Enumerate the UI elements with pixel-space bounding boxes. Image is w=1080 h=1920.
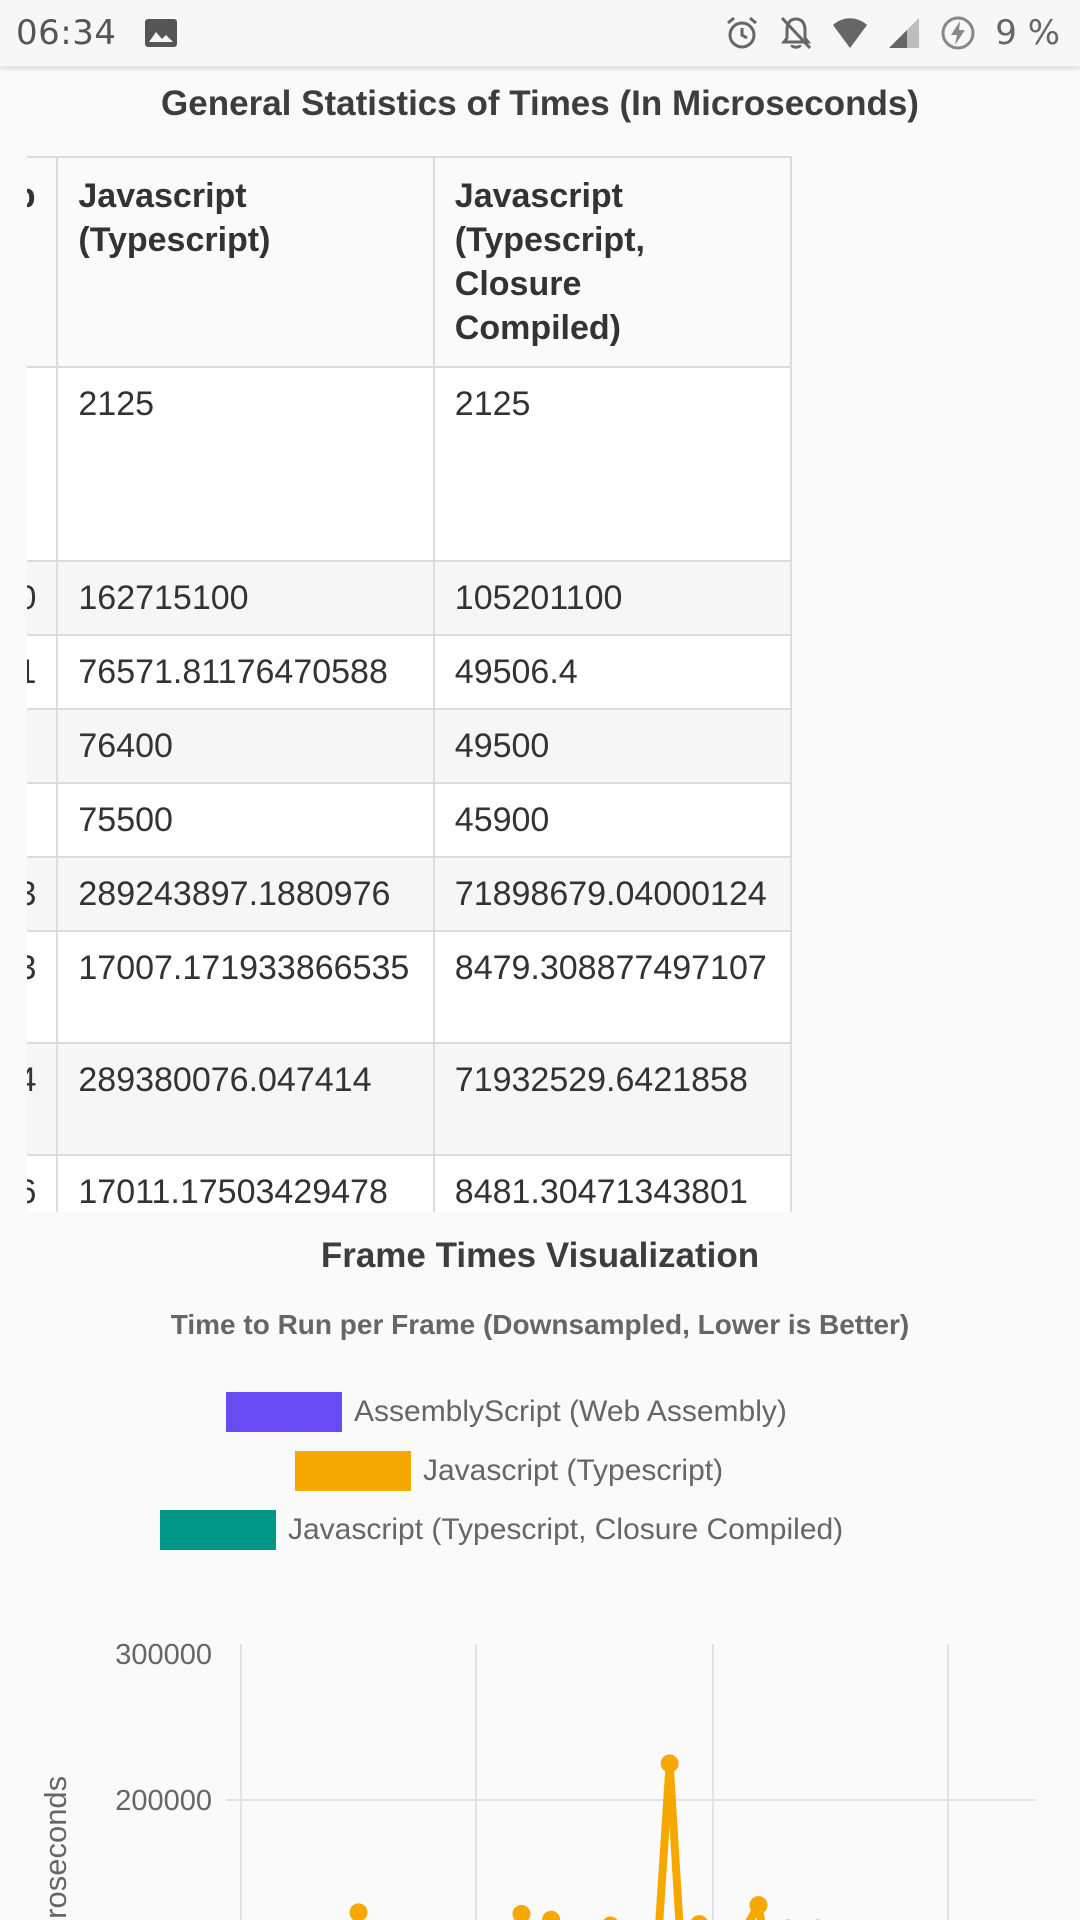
chart-title: Time to Run per Frame (Downsampled, Lowe…: [170, 1309, 910, 1340]
table-cell: 17011.17503429478: [56, 1154, 435, 1212]
table-cell: [27, 708, 59, 784]
chart-series-line: [352, 1759, 765, 1920]
table-cell: [27, 366, 59, 562]
table-row: 5764970823 17007.171933866535 8479.30887…: [27, 930, 793, 1044]
table-header-row: Script (Web ) Javascript (Typescript) Ja…: [27, 156, 793, 368]
chart-data-point: [603, 1916, 618, 1920]
table-cell: 49500: [432, 708, 793, 784]
table-row: 75500 45900: [27, 782, 793, 858]
stats-table-scroll[interactable]: Script (Web ) Javascript (Typescript) Ja…: [27, 156, 1052, 1212]
status-bar: 06:34 9 %: [0, 0, 1080, 67]
table-row: 2125 2125: [27, 366, 793, 562]
legend-label: AssemblyScript (Web Assembly): [354, 1395, 787, 1428]
notifications-off-icon: [781, 16, 812, 50]
table-cell: 75500: [56, 782, 435, 858]
battery-charging-icon: [941, 16, 975, 50]
legend-label: Javascript (Typescript, Closure Compiled…: [288, 1513, 844, 1546]
chart-ylabel: Time in Microseconds: [38, 1776, 73, 1920]
chart-canvas: 300000200000100000Time in Microseconds: [38, 1639, 1036, 1920]
chart-data-point: [691, 1915, 708, 1920]
table-row: 7371516326 17011.17503429478 8481.304713…: [27, 1154, 793, 1212]
legend-label: Javascript (Typescript): [423, 1454, 724, 1487]
wifi-icon: [833, 18, 868, 48]
table-cell: 71898679.04000124: [432, 856, 793, 932]
table-cell: 105201100: [432, 560, 793, 636]
legend-swatch: [295, 1451, 411, 1491]
table-row: 76400 49500: [27, 708, 793, 784]
image-icon: [145, 19, 178, 47]
table-cell: 8479.308877497107: [432, 930, 793, 1044]
table-row: 0 162715100 105201100: [27, 560, 793, 636]
legend-swatch: [160, 1510, 276, 1550]
table-cell: 289380076.047414: [56, 1042, 435, 1156]
chart-data-point: [512, 1904, 531, 1920]
battery-percent: 9 %: [995, 13, 1060, 53]
chart-data-point: [749, 1896, 768, 1915]
stats-table: Script (Web ) Javascript (Typescript) Ja…: [27, 156, 793, 1212]
status-time: 06:34: [16, 13, 117, 53]
legend-swatch: [226, 1392, 342, 1432]
visualization-title: Frame Times Visualization: [320, 1236, 760, 1275]
table-cell: 2125: [56, 366, 435, 562]
alarm-icon: [727, 16, 758, 49]
table-header-cell: Javascript (Typescript): [56, 156, 435, 368]
table-cell: 17007.171933866535: [56, 930, 435, 1044]
chart-ytick-label: 200000: [115, 1785, 212, 1817]
chart-data-point: [349, 1903, 368, 1920]
legend-item-javascript[interactable]: Javascript (Typescript): [295, 1450, 723, 1492]
frame-times-chart[interactable]: 300000200000100000Time in Microseconds: [0, 1536, 1080, 1920]
table-cell: 5764970823: [27, 930, 59, 1044]
table-cell: 76400: [56, 708, 435, 784]
page-content: General Statistics of Times (In Microsec…: [0, 66, 1080, 1920]
table-cell: 382352941: [27, 634, 59, 710]
table-cell: 49506.4: [432, 634, 793, 710]
table-row: 382352941 76571.81176470588 49506.4: [27, 634, 793, 710]
chart-data-point: [660, 1754, 679, 1773]
table-header-cell: Script (Web ): [27, 156, 59, 368]
table-header-cell: Javascript (Typescript, Closure Compiled…: [432, 156, 793, 368]
table-cell: 3.72770604: [27, 1042, 59, 1156]
table-row: 4.878893 289243897.1880976 71898679.0400…: [27, 856, 793, 932]
table-cell: [27, 782, 59, 858]
table-cell: 162715100: [56, 560, 435, 636]
legend-item-closure[interactable]: Javascript (Typescript, Closure Compiled…: [160, 1509, 843, 1551]
table-cell: 45900: [432, 782, 793, 858]
table-cell: 4.878893: [27, 856, 59, 932]
chart-data-point: [542, 1910, 561, 1920]
table-cell: 289243897.1880976: [56, 856, 435, 932]
stats-title: General Statistics of Times (In Microsec…: [161, 84, 919, 123]
table-row: 3.72770604 289380076.047414 71932529.642…: [27, 1042, 793, 1156]
chart-ytick-label: 300000: [115, 1639, 212, 1671]
table-cell: 71932529.6421858: [432, 1042, 793, 1156]
table-cell: 2125: [432, 366, 793, 562]
signal-icon: [889, 18, 920, 48]
table-cell: 7371516326: [27, 1154, 59, 1212]
table-cell: 76571.81176470588: [56, 634, 435, 710]
table-cell: 0: [27, 560, 59, 636]
legend-item-assemblyscript[interactable]: AssemblyScript (Web Assembly): [226, 1391, 787, 1433]
table-cell: 8481.30471343801: [432, 1154, 793, 1212]
